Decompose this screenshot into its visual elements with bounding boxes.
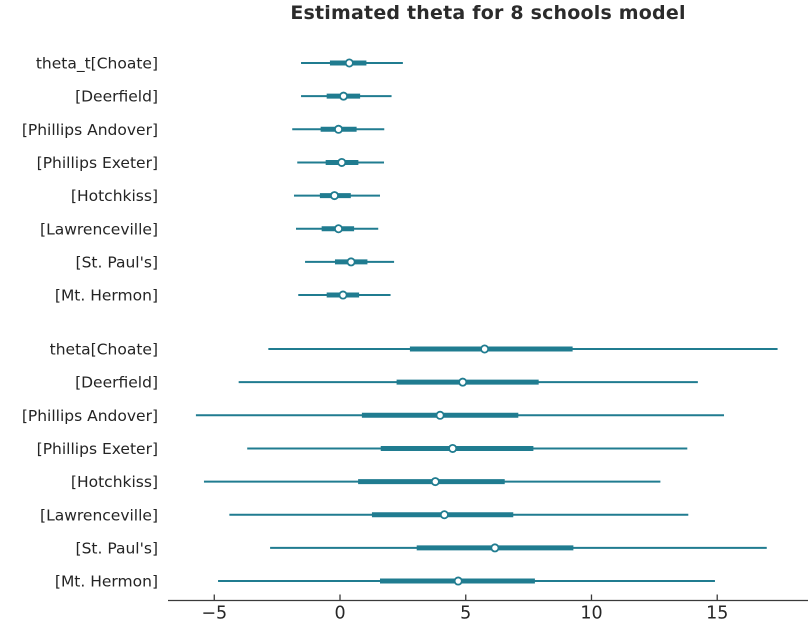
row-label: [Phillips Exeter] (37, 440, 158, 458)
median-point (339, 91, 349, 101)
row-label: theta_t[Choate] (36, 55, 158, 74)
x-axis-tick-label: 0 (334, 604, 345, 624)
median-point (337, 157, 347, 167)
median-point (333, 224, 343, 234)
row-label: [Phillips Exeter] (37, 154, 158, 172)
row-label: [Phillips Andover] (22, 407, 158, 425)
row-label: [Deerfield] (75, 374, 158, 392)
median-point (448, 443, 458, 453)
median-point (458, 377, 468, 387)
row-label: [Phillips Andover] (22, 121, 158, 139)
row-label: [Mt. Hermon] (55, 573, 158, 591)
median-point (490, 543, 500, 553)
median-point (439, 510, 449, 520)
row-label: theta[Choate] (50, 341, 158, 359)
x-axis-tick-label: 5 (460, 604, 471, 624)
x-axis-tick-label: 15 (706, 604, 728, 624)
median-point (346, 257, 356, 267)
median-point (329, 191, 339, 201)
row-label: [St. Paul's] (76, 253, 158, 271)
median-point (435, 410, 445, 420)
median-point (338, 290, 348, 300)
median-point (453, 576, 463, 586)
median-point (430, 477, 440, 487)
row-label: [Hotchkiss] (71, 473, 158, 491)
row-label: [Lawrenceville] (40, 220, 158, 238)
row-label: [Hotchkiss] (71, 187, 158, 205)
x-axis-tick-label: −5 (201, 604, 227, 624)
row-label: [St. Paul's] (76, 539, 158, 557)
row-label: [Mt. Hermon] (55, 287, 158, 305)
chart-title: Estimated theta for 8 schools model (290, 2, 686, 24)
median-point (480, 344, 490, 354)
row-label: [Deerfield] (75, 88, 158, 106)
row-label: [Lawrenceville] (40, 506, 158, 524)
median-point (344, 58, 354, 68)
x-axis-tick-label: 10 (580, 604, 602, 624)
median-point (333, 124, 343, 134)
